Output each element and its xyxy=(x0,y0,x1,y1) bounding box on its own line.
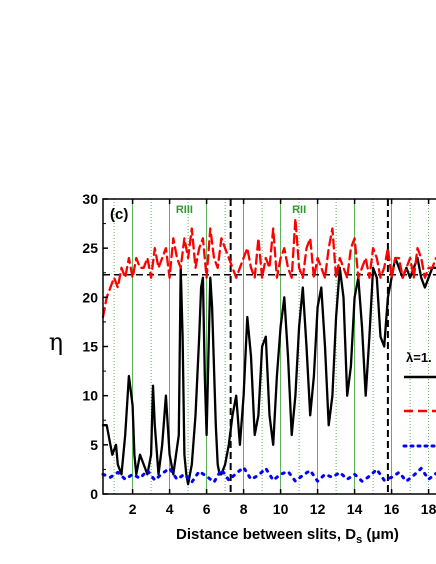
reference-lines xyxy=(103,199,436,494)
x-axis-title-unit: (μm) xyxy=(362,526,399,543)
y-axis-title: η xyxy=(49,328,63,356)
labels: (c) η Distance between slits, Ds (μm) RI… xyxy=(49,204,399,546)
y-tick-label: 5 xyxy=(90,437,98,453)
series-line-solid xyxy=(101,256,436,486)
y-tick-label: 10 xyxy=(82,388,98,404)
series-group xyxy=(101,217,436,486)
y-tick-label: 20 xyxy=(82,289,98,305)
x-tick-label: 4 xyxy=(166,501,174,517)
region-label: RII xyxy=(292,204,306,216)
x-tick-label: 16 xyxy=(384,501,400,517)
legend-title: λ=1. xyxy=(406,350,432,365)
x-tick-label: 10 xyxy=(273,501,289,517)
axes: 2 4 6 8 10 12 14 16 18 0 5 10 15 20 25 30 xyxy=(82,191,436,517)
x-axis-title-subscript: s xyxy=(356,534,362,546)
region-label: RIII xyxy=(176,204,193,216)
legend: λ=1. xyxy=(402,350,436,448)
series-line-dotted xyxy=(101,465,436,484)
panel-label: (c) xyxy=(110,206,128,223)
x-tick-label: 14 xyxy=(347,501,363,517)
y-tick-label: 15 xyxy=(82,339,98,355)
x-tick-label: 12 xyxy=(310,501,326,517)
y-tick-label: 0 xyxy=(90,486,98,502)
x-axis-title-main: Distance between slits, D xyxy=(176,526,356,543)
series-line-dashed xyxy=(101,217,436,319)
x-tick-label: 8 xyxy=(240,501,248,517)
y-tick-label: 25 xyxy=(82,240,98,256)
x-tick-label: 2 xyxy=(129,501,137,517)
x-tick-label: 6 xyxy=(203,501,211,517)
y-tick-label: 30 xyxy=(82,191,98,207)
x-tick-label: 18 xyxy=(421,501,436,517)
x-axis-title: Distance between slits, Ds (μm) xyxy=(176,526,399,546)
plot-frame xyxy=(102,198,436,495)
